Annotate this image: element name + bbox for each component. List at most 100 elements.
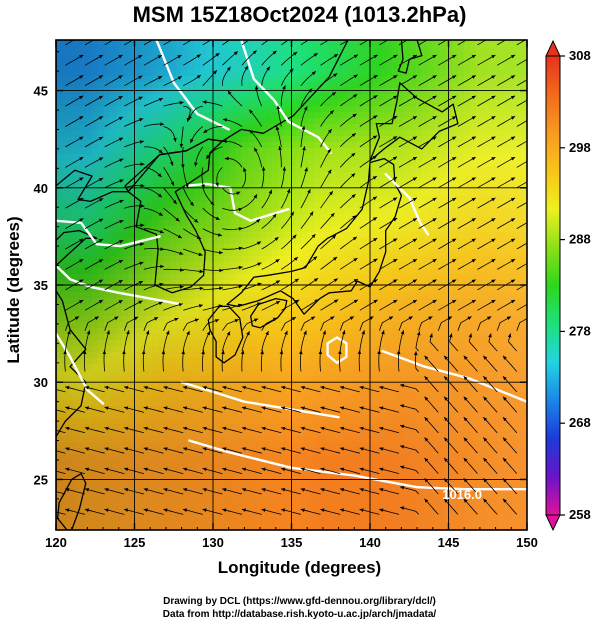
wind-arrowhead	[183, 385, 188, 390]
wind-arrowhead	[432, 136, 437, 141]
wind-arrowhead	[257, 282, 262, 287]
wind-arrowhead	[84, 467, 89, 472]
wind-arrowhead	[444, 355, 448, 360]
streamline	[516, 242, 527, 250]
wind-arrowhead	[531, 300, 535, 303]
wind-arrowhead	[503, 376, 507, 381]
wind-arrowhead	[181, 350, 185, 355]
wind-streamlines	[46, 33, 535, 515]
wind-arrowhead	[353, 279, 358, 283]
wind-arrowhead	[412, 238, 417, 243]
wind-arrowhead	[65, 385, 70, 390]
wind-arrowhead	[290, 211, 294, 216]
wind-arrowhead	[432, 300, 437, 304]
wind-arrowhead	[226, 331, 231, 336]
wind-arrowhead	[106, 330, 110, 335]
wind-arrowhead	[218, 250, 223, 255]
wind-arrowhead	[228, 90, 232, 95]
wind-arrowhead	[400, 445, 405, 449]
wind-arrowhead	[79, 177, 84, 181]
wind-arrowhead	[330, 213, 335, 217]
lat-lon-grid	[56, 40, 527, 530]
y-tick-label: 45	[34, 84, 48, 99]
wind-arrowhead	[265, 331, 269, 336]
y-axis-label: Latitude (degrees)	[4, 216, 23, 364]
wind-arrowhead	[452, 35, 456, 38]
wind-arrowhead	[320, 447, 325, 451]
wind-arrowhead	[79, 95, 84, 100]
wind-arrowhead	[491, 238, 496, 243]
x-tick-label: 125	[124, 535, 146, 550]
streamline	[202, 40, 212, 46]
wind-arrowhead	[98, 279, 103, 284]
wind-arrowhead	[179, 101, 184, 105]
isobar-10	[381, 349, 527, 403]
wind-arrowhead	[118, 280, 123, 284]
wind-arrowhead	[203, 129, 208, 133]
wind-arrowhead	[46, 488, 50, 492]
streamline	[516, 120, 527, 127]
wind-arrowhead	[282, 166, 287, 171]
wind-arrowhead	[471, 55, 476, 59]
y-tick-label: 25	[34, 472, 48, 487]
wind-arrowhead	[140, 162, 145, 166]
wind-arrowhead	[299, 350, 303, 355]
wind-arrowhead	[104, 488, 109, 492]
wind-arrowhead	[331, 92, 336, 96]
wind-arrowhead	[98, 55, 103, 59]
colorbar-tick-label: 298	[569, 140, 591, 155]
wind-arrowhead	[393, 218, 398, 222]
temperature-field	[56, 40, 527, 530]
wind-arrowhead	[118, 116, 123, 121]
wind-arrowhead	[393, 279, 398, 283]
wind-arrowhead	[320, 488, 325, 492]
wind-arrowhead	[143, 467, 148, 472]
wind-arrowhead	[531, 280, 535, 283]
wind-arrowhead	[275, 33, 279, 37]
wind-arrowhead	[241, 488, 246, 492]
wind-arrowhead	[444, 457, 448, 462]
wind-arrowhead	[238, 265, 243, 270]
wind-arrowhead	[467, 316, 472, 320]
streamline	[65, 40, 75, 46]
wind-arrowhead	[322, 330, 326, 335]
wind-arrowhead	[174, 317, 179, 322]
wind-arrowhead	[163, 488, 168, 492]
wind-arrowhead	[199, 286, 204, 291]
wind-arrowhead	[432, 218, 437, 222]
wind-arrowhead	[393, 116, 398, 120]
wind-arrowhead	[471, 300, 476, 304]
wind-arrowhead	[124, 508, 129, 512]
streamline	[143, 40, 154, 46]
wind-arrowhead	[373, 279, 378, 283]
wind-arrowhead	[392, 197, 398, 202]
wind-arrowhead	[372, 196, 377, 201]
colorbar-tick-label: 258	[569, 507, 591, 522]
wind-arrowhead	[161, 350, 166, 355]
wind-arrowhead	[413, 351, 418, 356]
wind-arrowhead	[278, 146, 282, 151]
wind-arrowhead	[63, 350, 67, 355]
wind-arrowhead	[74, 316, 80, 320]
wind-arrowhead	[46, 406, 50, 410]
wind-arrowhead	[79, 300, 84, 304]
wind-arrowhead	[471, 75, 476, 79]
wind-arrowhead	[119, 240, 124, 244]
wind-arrowhead	[452, 238, 457, 243]
wind-arrowhead	[471, 238, 476, 243]
wind-arrowhead	[463, 376, 468, 381]
wind-arrowhead	[463, 396, 468, 401]
wind-arrowhead	[206, 331, 210, 336]
wind-arrowhead	[327, 148, 331, 153]
streamline	[516, 58, 527, 66]
streamline	[516, 263, 527, 270]
wind-arrowhead	[349, 316, 354, 320]
wind-arrowhead	[196, 235, 202, 239]
streamline	[320, 40, 330, 46]
wind-arrowhead	[158, 212, 163, 216]
wind-arrowhead	[468, 333, 473, 338]
wind-arrowhead	[483, 376, 488, 381]
streamline	[182, 40, 193, 46]
coastline-china-coast	[56, 290, 87, 530]
wind-arrowhead	[140, 242, 144, 247]
